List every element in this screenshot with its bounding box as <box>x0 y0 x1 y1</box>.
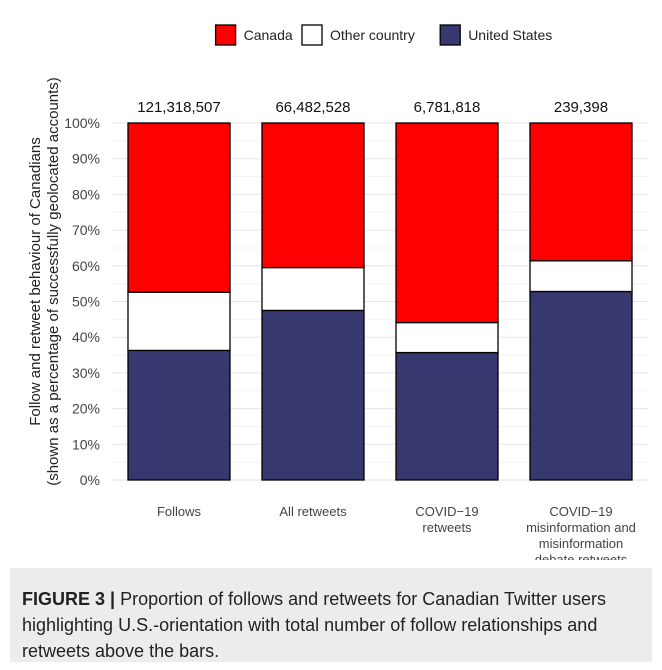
bar-segment-other-country <box>529 260 633 293</box>
bar-segment-canada <box>395 122 499 324</box>
x-tick-label-line: COVID−19 <box>549 504 612 519</box>
bar-segment-united-states <box>261 309 365 481</box>
x-tick-label: COVID−19 retweets <box>415 504 478 535</box>
bar-total-label: 6,781,818 <box>414 99 481 116</box>
y-axis-title-line: Follow and retweet behaviour of Canadian… <box>27 137 44 426</box>
legend-key <box>439 24 461 46</box>
y-tick-label: 80% <box>72 186 100 202</box>
bar-segment-canada <box>261 122 365 269</box>
bar-total-label: 66,482,528 <box>275 99 350 116</box>
bar-segment-united-states <box>529 290 633 481</box>
y-tick-label: 40% <box>72 329 100 345</box>
x-tick-label-line: COVID−19 <box>415 504 478 519</box>
legend-key <box>214 24 237 46</box>
bar-segment-canada <box>529 122 633 262</box>
y-tick-label: 10% <box>72 436 100 452</box>
y-tick-label: 100% <box>64 115 100 131</box>
x-tick-label-line: misinformation and <box>526 520 636 535</box>
x-tick-label-line: All retweets <box>279 504 347 519</box>
x-tick-label-line: debate retweets <box>535 552 628 560</box>
x-tick-label-line: retweets <box>422 520 472 535</box>
y-tick-label: 70% <box>72 222 100 238</box>
x-tick-label: Follows <box>157 504 202 519</box>
caption-label: FIGURE 3 | <box>22 589 116 609</box>
y-tick-label: 60% <box>72 258 100 274</box>
y-tick-label: 90% <box>72 151 100 167</box>
legend-label: Other country <box>330 27 415 43</box>
bar-segment-other-country <box>395 321 499 354</box>
y-tick-label: 20% <box>72 401 100 417</box>
figure-caption: FIGURE 3 | Proportion of follows and ret… <box>10 568 652 662</box>
bar-segment-united-states <box>127 349 231 481</box>
y-axis-title: Follow and retweet behaviour of Canadian… <box>27 77 62 486</box>
x-tick-label-line: misinformation <box>539 536 624 551</box>
legend-key <box>301 24 323 46</box>
legend-label: Canada <box>244 27 293 43</box>
legend-label: United States <box>468 27 552 43</box>
bar-segment-other-country <box>127 291 231 352</box>
bar-total-label: 121,318,507 <box>137 99 220 116</box>
stacked-bar-chart: 0% 10% 20% 30% 40% 50% 60% 70% 80% 90% 100% Follow … <box>27 24 648 560</box>
bar-segment-other-country <box>261 266 365 312</box>
y-tick-label: 50% <box>72 294 100 310</box>
bar-total-label: 239,398 <box>554 99 608 116</box>
caption-text: Proportion of follows and retweets for C… <box>22 589 606 661</box>
bar-segment-canada <box>127 122 231 293</box>
y-axis-title-line: (shown as a percentage of successfully g… <box>45 77 62 486</box>
y-tick-label: 0% <box>80 472 100 488</box>
y-tick-label: 30% <box>72 365 100 381</box>
x-tick-label: COVID−19 misinformation and misinformation… <box>526 504 636 560</box>
x-tick-label: All retweets <box>279 504 347 519</box>
x-tick-label-line: Follows <box>157 504 202 519</box>
bar-segment-united-states <box>395 351 499 481</box>
